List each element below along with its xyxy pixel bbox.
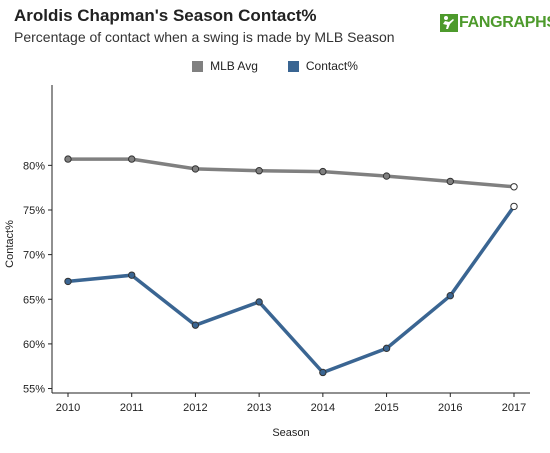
data-point-contact: [128, 271, 136, 279]
y-tick-label: 70%: [23, 250, 45, 262]
legend-swatch-mlb-avg: [192, 60, 204, 72]
data-point-mlb-avg: [510, 183, 518, 191]
data-point-mlb-avg: [128, 155, 136, 163]
y-tick-label: 75%: [23, 205, 45, 217]
y-tick-label: 80%: [23, 160, 45, 172]
legend-swatch-contact: [287, 60, 299, 72]
x-tick-label: 2015: [374, 402, 398, 414]
data-point-contact: [510, 202, 518, 211]
data-point-contact: [319, 368, 327, 377]
chart-legend: MLB Avg Contact%: [0, 59, 550, 73]
x-tick-label: 2011: [120, 402, 144, 414]
data-point-contact: [382, 344, 391, 353]
chart-title: Aroldis Chapman's Season Contact%: [14, 6, 317, 25]
data-point-mlb-avg: [255, 167, 263, 175]
data-point-contact: [446, 291, 454, 300]
brand-player-icon: [440, 14, 458, 32]
x-tick-label: 2010: [56, 402, 80, 414]
x-tick-label: 2016: [438, 402, 462, 414]
data-point-contact: [191, 321, 200, 329]
x-tick-label: 2017: [502, 402, 526, 414]
y-axis-title: Contact%: [4, 220, 16, 268]
data-point-mlb-avg: [319, 167, 327, 176]
data-point-mlb-avg: [382, 172, 391, 180]
chart-subtitle: Percentage of contact when a swing is ma…: [14, 29, 395, 45]
legend-item-mlb-avg[interactable]: MLB Avg: [192, 59, 258, 73]
data-point-mlb-avg: [191, 165, 200, 173]
series-line-mlb-avg: [66, 157, 516, 189]
y-tick-label: 60%: [23, 339, 45, 351]
x-tick-label: 2014: [311, 402, 335, 414]
x-tick-label: 2012: [183, 402, 207, 414]
legend-item-contact[interactable]: Contact%: [287, 59, 358, 73]
legend-label-mlb-avg: MLB Avg: [210, 59, 258, 73]
y-tick-label: 65%: [23, 294, 45, 306]
data-point-contact: [64, 277, 72, 286]
brand-text: FANGRAPHS: [459, 14, 550, 31]
data-point-mlb-avg: [64, 155, 72, 163]
series-line-contact: [66, 204, 516, 375]
data-point-mlb-avg: [446, 177, 454, 186]
x-axis-title: Season: [272, 427, 309, 439]
fangraphs-logo[interactable]: FANGRAPHS: [440, 12, 550, 34]
legend-label-contact: Contact%: [305, 59, 358, 73]
y-tick-label: 55%: [23, 384, 45, 396]
x-tick-label: 2013: [247, 402, 271, 414]
data-point-contact: [255, 298, 263, 306]
